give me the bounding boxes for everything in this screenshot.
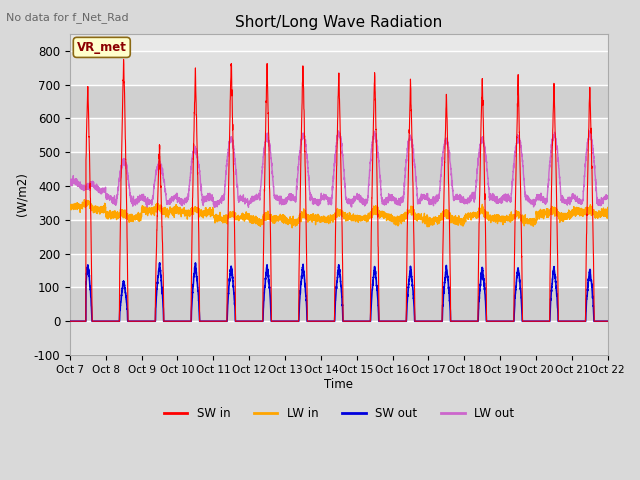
Bar [70,84,608,119]
Text: VR_met: VR_met [77,41,127,54]
Title: Short/Long Wave Radiation: Short/Long Wave Radiation [235,15,442,30]
Bar [70,51,608,84]
Bar [70,186,608,220]
Bar [70,288,608,321]
Bar [70,152,608,186]
Text: No data for f_Net_Rad: No data for f_Net_Rad [6,12,129,23]
X-axis label: Time: Time [324,377,353,391]
Bar [70,220,608,253]
Y-axis label: (W/m2): (W/m2) [15,172,28,216]
Bar [70,119,608,152]
Bar [70,253,608,288]
Legend: SW in, LW in, SW out, LW out: SW in, LW in, SW out, LW out [159,403,519,425]
Bar [70,321,608,355]
